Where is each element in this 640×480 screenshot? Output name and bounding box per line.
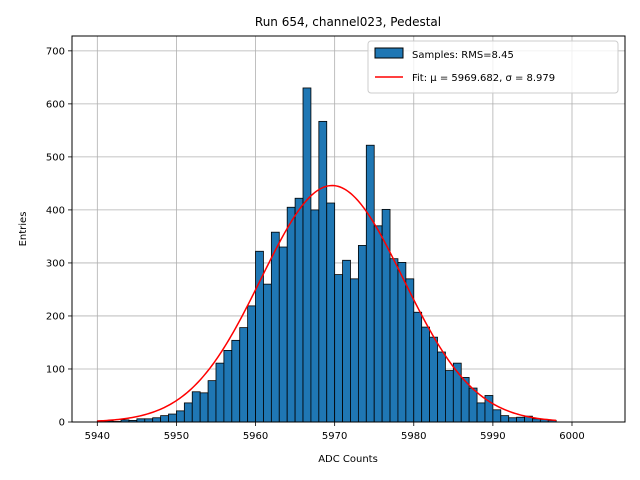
y-tick-label: 0 — [59, 418, 65, 429]
x-tick-label: 6000 — [559, 431, 584, 442]
histogram-bar — [500, 415, 510, 423]
histogram-bar — [365, 144, 375, 423]
histogram-bar — [231, 339, 241, 423]
legend-fit-label: Fit: μ = 5969.682, σ = 8.979 — [412, 73, 555, 84]
histogram-bar — [270, 231, 280, 423]
gaussian-fit-curve — [97, 184, 557, 422]
legend-box — [367, 40, 619, 94]
legend-histogram-label: Samples: RMS=8.45 — [412, 50, 514, 61]
y-tick-label: 500 — [46, 152, 65, 163]
histogram-bar — [302, 87, 312, 423]
histogram-bar — [326, 202, 336, 423]
histogram-bar — [223, 350, 233, 423]
histogram-bar — [342, 259, 351, 423]
histogram-bar — [176, 410, 185, 423]
histogram-bar — [468, 387, 478, 423]
legend-histogram-swatch — [374, 47, 404, 59]
histogram-bar — [445, 370, 454, 423]
x-tick-label: 5970 — [322, 431, 347, 442]
y-tick-label: 400 — [46, 205, 65, 216]
histogram-bar — [247, 305, 256, 423]
x-tick-label: 5940 — [85, 431, 110, 442]
histogram-bar — [168, 413, 177, 423]
x-tick-label: 5960 — [243, 431, 268, 442]
x-tick-label: 5980 — [401, 431, 426, 442]
histogram-bar — [207, 380, 217, 423]
histogram-bar — [476, 402, 486, 423]
histogram-bar — [429, 336, 438, 423]
x-axis-label: ADC Counts — [318, 454, 378, 465]
y-axis-label: Entries — [18, 212, 29, 247]
histogram-bar — [191, 391, 201, 423]
histogram-bar — [405, 278, 415, 423]
histogram-bar — [413, 311, 423, 423]
x-tick-label: 5990 — [480, 431, 505, 442]
histogram-bar — [183, 402, 193, 423]
histogram-bar — [160, 415, 169, 423]
y-axis-ticks: 0 100 200 300 400 500 600 700 — [46, 46, 72, 429]
histogram-bar — [492, 409, 502, 423]
histogram-bar — [421, 326, 430, 423]
x-tick-label: 5950 — [164, 431, 189, 442]
histogram-bar — [286, 206, 296, 423]
histogram-bar — [373, 225, 383, 423]
histogram-bar — [215, 362, 225, 423]
histogram-bar — [508, 417, 518, 423]
histogram-bar — [318, 120, 328, 423]
histogram-bar — [381, 208, 391, 423]
histogram-bar — [357, 245, 367, 423]
y-tick-label: 200 — [46, 311, 65, 322]
x-axis-ticks: 5940 5950 5960 5970 5980 5990 6000 — [85, 422, 585, 442]
histogram-bar — [239, 327, 249, 423]
chart-title: Run 654, channel023, Pedestal — [255, 15, 441, 29]
histogram-bar — [263, 283, 272, 423]
histogram-bar — [294, 197, 304, 423]
histogram-bar — [389, 258, 399, 423]
histogram-bar — [199, 392, 209, 423]
histogram-bar — [350, 278, 359, 423]
histogram-bar — [397, 262, 407, 423]
y-tick-label: 100 — [46, 364, 65, 375]
histogram-bar — [152, 417, 162, 423]
y-tick-label: 300 — [46, 258, 65, 269]
histogram-bar — [310, 209, 320, 423]
y-tick-label: 600 — [46, 99, 65, 110]
histogram-bar — [437, 351, 446, 423]
histogram-bar — [516, 416, 525, 423]
plot-frame — [71, 35, 626, 423]
legend: Samples: RMS=8.45 Fit: μ = 5969.682, σ =… — [367, 40, 619, 94]
histogram-bar — [334, 274, 343, 423]
y-tick-label: 700 — [46, 46, 65, 57]
histogram-bar — [278, 246, 288, 423]
